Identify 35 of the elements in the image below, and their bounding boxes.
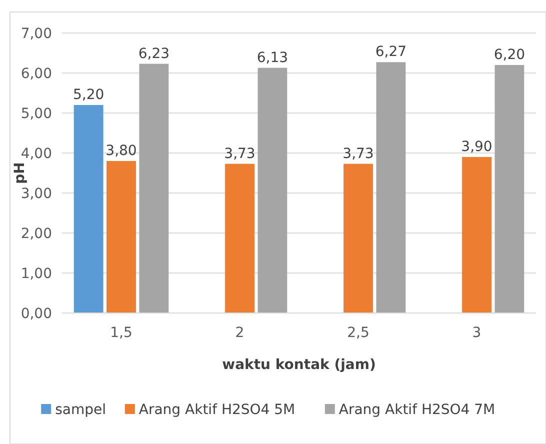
y-tick-label: 2,00 (20, 226, 52, 242)
x-tick-label: 2 (235, 325, 244, 341)
y-tick-label: 4,00 (20, 146, 52, 162)
x-tick-label: 1,5 (110, 325, 132, 341)
legend-label: sampel (55, 402, 106, 418)
data-label: 3,90 (461, 139, 492, 155)
y-tick-label: 3,00 (20, 186, 52, 202)
x-tick-label: 2,5 (347, 325, 370, 341)
bar (376, 62, 406, 313)
x-axis-title: waktu kontak (jam) (222, 357, 376, 373)
legend-label: Arang Aktif H2SO4 5M (138, 402, 296, 418)
bar (344, 164, 373, 313)
y-tick-label: 1,00 (20, 266, 52, 282)
bar (74, 105, 104, 313)
bar (106, 161, 136, 313)
y-tick-label: 6,00 (20, 66, 52, 82)
data-label: 6,23 (138, 46, 170, 62)
bar (258, 68, 288, 313)
y-tick-label: 7,00 (20, 26, 52, 42)
bar (225, 164, 254, 313)
data-label: 5,20 (72, 87, 104, 103)
data-label: 3,80 (106, 143, 137, 159)
data-label: 3,73 (224, 146, 256, 162)
bar (139, 64, 169, 313)
y-tick-label: 5,00 (20, 106, 52, 122)
bar (462, 157, 492, 313)
x-tick-label: 3 (472, 325, 482, 341)
y-axis-title: pH (12, 162, 28, 184)
data-label: 6,13 (256, 50, 288, 66)
y-tick-label: 0,00 (20, 306, 52, 322)
data-label: 3,73 (342, 146, 374, 162)
bar (494, 65, 524, 313)
data-label: 6,27 (375, 44, 407, 60)
data-label: 6,20 (494, 47, 526, 63)
legend-label: Arang Aktif H2SO4 7M (338, 402, 496, 418)
